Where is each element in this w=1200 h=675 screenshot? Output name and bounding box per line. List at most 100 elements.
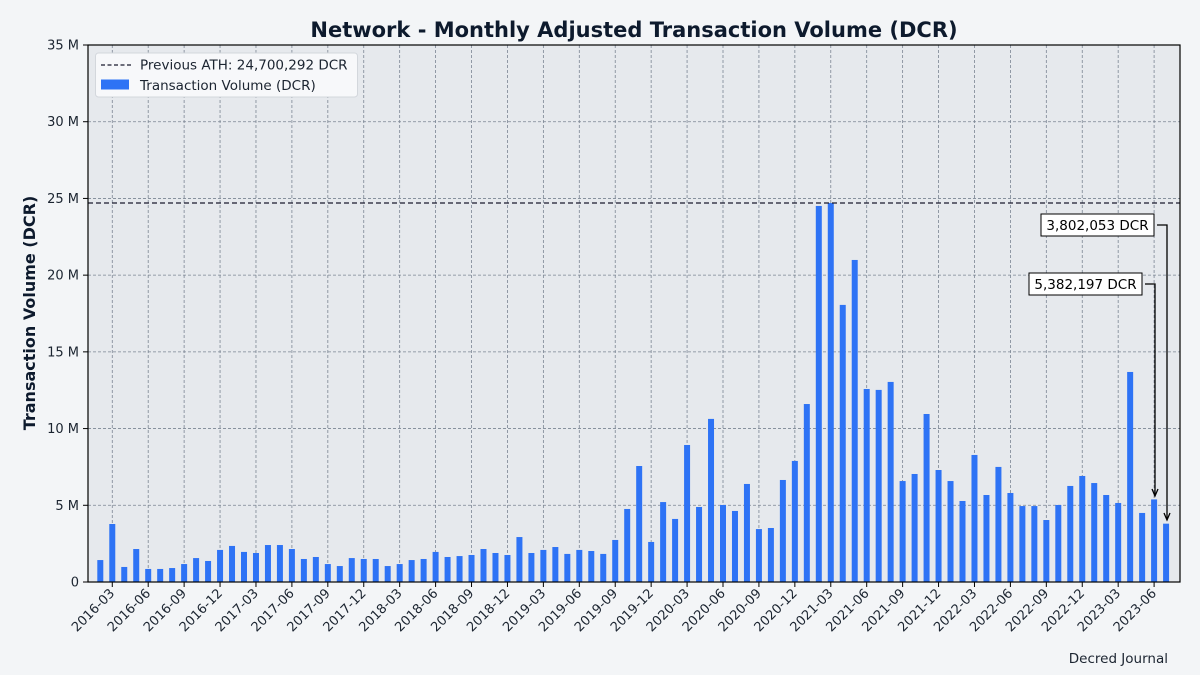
bar xyxy=(264,545,271,582)
bar xyxy=(684,444,691,582)
legend-volume-label: Transaction Volume (DCR) xyxy=(139,78,316,94)
bar xyxy=(863,388,870,582)
bar xyxy=(217,549,224,582)
bar xyxy=(1031,506,1038,582)
annotation-box xyxy=(1040,213,1155,237)
bar xyxy=(420,558,427,582)
bar xyxy=(803,404,810,582)
bar xyxy=(708,418,715,582)
bar xyxy=(1103,495,1110,582)
annotation-text: 5,382,197 DCR xyxy=(1034,277,1136,293)
bar-series xyxy=(97,203,1170,582)
bar xyxy=(408,560,415,582)
y-tick-label: 0 xyxy=(71,576,79,591)
bar xyxy=(193,558,200,582)
bar xyxy=(1043,520,1050,582)
bar xyxy=(97,560,104,582)
plot-area xyxy=(88,45,1180,582)
bar xyxy=(444,556,451,582)
bar xyxy=(252,553,259,582)
annotations: 3,802,053 DCR 5,382,197 DCR xyxy=(1028,213,1171,522)
bar xyxy=(983,495,990,582)
bar xyxy=(755,529,762,582)
bar xyxy=(348,558,355,582)
bar xyxy=(288,549,295,582)
bar xyxy=(396,564,403,582)
legend-bar-swatch-icon xyxy=(101,79,129,90)
bar xyxy=(947,481,954,582)
y-tick-label: 5 M xyxy=(55,499,79,514)
y-tick-label: 25 M xyxy=(47,192,79,207)
arrow-head-icon xyxy=(1163,512,1171,522)
bar xyxy=(312,556,319,582)
bar xyxy=(384,566,391,582)
bar xyxy=(336,566,343,582)
bar xyxy=(121,566,128,582)
bar xyxy=(372,558,379,582)
bar xyxy=(779,479,786,582)
y-tick-label: 20 M xyxy=(47,269,79,284)
bar xyxy=(839,304,846,582)
legend-ath-label: Previous ATH: 24,700,292 DCR xyxy=(140,58,348,74)
bar xyxy=(851,259,858,582)
annotation-text: 3,802,053 DCR xyxy=(1046,218,1148,234)
bar xyxy=(564,553,571,582)
bar xyxy=(959,500,966,582)
legend-box xyxy=(95,52,358,98)
bar xyxy=(169,568,176,582)
bar xyxy=(923,413,930,582)
bar xyxy=(588,551,595,582)
bar xyxy=(731,510,738,582)
bar xyxy=(276,545,283,582)
bar xyxy=(324,564,331,582)
bar xyxy=(109,524,116,582)
y-axis-label: Transaction Volume (DCR) xyxy=(20,196,39,431)
bar xyxy=(1055,504,1062,582)
bar xyxy=(528,553,535,582)
bar xyxy=(456,556,463,582)
chart-title: Network - Monthly Adjusted Transaction V… xyxy=(310,18,957,42)
bar xyxy=(887,381,894,582)
y-tick-label: 15 M xyxy=(47,345,79,360)
bar xyxy=(1079,475,1086,582)
bar xyxy=(672,518,679,582)
bar xyxy=(791,460,798,582)
bar xyxy=(468,554,475,582)
bar xyxy=(624,508,631,582)
bar xyxy=(181,564,188,582)
bar xyxy=(1115,502,1122,582)
bar xyxy=(1139,512,1146,582)
arrow-head-icon xyxy=(1151,488,1159,498)
y-axis: 0 5 M 10 M 15 M 20 M 25 M 30 M 35 M xyxy=(47,39,88,591)
y-tick-label: 10 M xyxy=(47,422,79,437)
x-axis: 2016-032016-062016-092016-122017-032017-… xyxy=(69,582,1160,635)
bar xyxy=(600,553,607,582)
bar xyxy=(516,537,523,582)
bar xyxy=(696,506,703,582)
bar xyxy=(1007,493,1014,582)
legend: Previous ATH: 24,700,292 DCR Transaction… xyxy=(95,52,358,98)
bar xyxy=(648,541,655,582)
bar xyxy=(995,466,1002,582)
bar xyxy=(875,389,882,582)
bar xyxy=(480,549,487,582)
bar xyxy=(229,545,236,582)
bar xyxy=(145,568,152,582)
bar xyxy=(911,473,918,582)
bar xyxy=(432,551,439,582)
bar xyxy=(1163,523,1170,582)
bar xyxy=(360,558,367,582)
bar xyxy=(971,454,978,582)
plot-frame xyxy=(87,44,1181,583)
bar xyxy=(827,203,834,582)
annotation-box xyxy=(1028,272,1143,296)
bar xyxy=(1019,506,1026,582)
y-tick-label: 30 M xyxy=(47,115,79,130)
bar xyxy=(767,527,774,582)
annotation-latest: 3,802,053 DCR xyxy=(1040,213,1171,522)
bar xyxy=(1067,485,1074,582)
bar xyxy=(133,549,140,582)
annotation-previous: 5,382,197 DCR xyxy=(1028,272,1159,498)
bar xyxy=(492,553,499,582)
bar xyxy=(1151,499,1158,582)
